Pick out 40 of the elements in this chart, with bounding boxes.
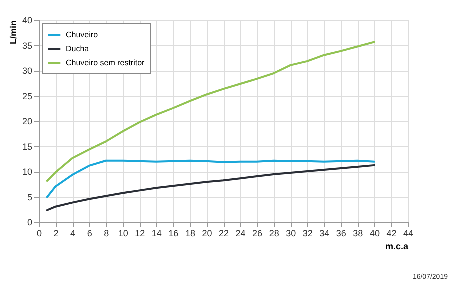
y-tick-label: 0	[27, 218, 32, 228]
y-tick-label: 35	[22, 40, 32, 51]
x-tick-label: 38	[353, 228, 364, 238]
x-tick-label: 4	[70, 228, 76, 238]
y-tick-label: 5	[27, 192, 32, 202]
legend-label: Chuveiro	[66, 30, 99, 40]
x-tick-label: 6	[87, 228, 92, 238]
x-tick-label: 30	[286, 228, 296, 238]
x-tick-label: 16	[168, 228, 179, 238]
line-series	[46, 164, 376, 212]
x-tick-label: 36	[336, 228, 346, 238]
line-series	[46, 160, 376, 198]
y-tick-label: 40	[22, 16, 32, 26]
x-tick-label: 20	[202, 228, 212, 238]
y-tick-label: 10	[22, 167, 32, 177]
x-tick-label: 24	[236, 228, 246, 238]
x-tick-label: 40	[370, 228, 380, 238]
y-tick-label: 25	[22, 91, 32, 102]
x-tick-label: 42	[386, 228, 397, 238]
x-tick-label: 26	[252, 228, 263, 238]
x-tick-label: 14	[152, 228, 162, 238]
y-tick-label: 20	[22, 116, 32, 126]
x-tick-label: 8	[104, 228, 110, 238]
x-tick-label: 32	[302, 228, 313, 238]
legend-label: Chuveiro sem restritor	[66, 58, 146, 68]
x-tick-label: 0	[36, 228, 42, 238]
x-tick-label: 28	[269, 228, 280, 238]
x-tick-label: 2	[54, 228, 59, 238]
x-tick-label: 10	[118, 228, 128, 238]
legend-label: Ducha	[66, 44, 90, 54]
y-tick-label: 30	[22, 66, 32, 76]
y-axis-title: L/min	[8, 20, 18, 44]
y-tick-label: 15	[22, 142, 32, 152]
x-tick-label: 44	[403, 228, 414, 238]
x-tick-label: 12	[135, 228, 146, 238]
line-series	[46, 41, 376, 182]
x-tick-label: 18	[185, 228, 196, 238]
x-tick-label: 34	[320, 228, 330, 238]
x-tick-label: 22	[218, 228, 230, 238]
x-axis-title: m.c.a	[385, 242, 410, 252]
